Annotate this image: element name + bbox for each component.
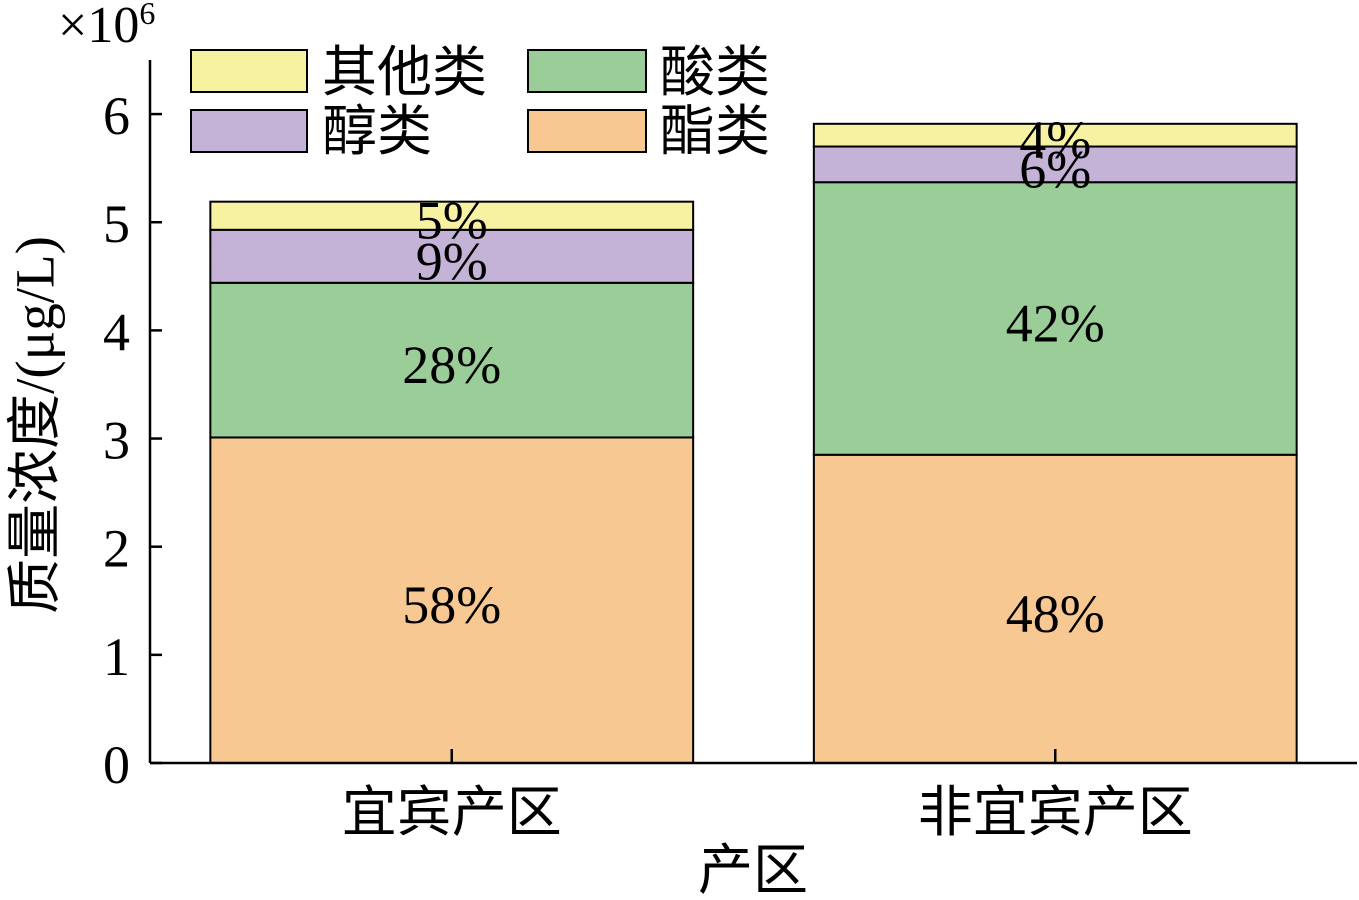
bars	[209, 122, 1298, 764]
y-tick-label: 6	[103, 86, 130, 146]
legend-swatch-acids	[527, 49, 647, 93]
bar-value-label-series-0-category-0: 58%	[402, 575, 501, 635]
legend-item-others: 其他类	[190, 40, 487, 104]
bar-segment-series-2-category-1	[812, 145, 1298, 184]
y-axis-ticks: 0 1 2 3 4 5 6	[103, 86, 162, 795]
legend-label-others: 其他类	[322, 40, 487, 104]
y-tick-label: 0	[103, 735, 130, 795]
y-axis-multiplier: ×106	[58, 0, 155, 54]
bar-value-label-series-1-category-0: 28%	[402, 335, 501, 395]
bar-value-label-series-3-category-1: 4%	[1019, 110, 1091, 170]
bar-segment-series-1-category-1	[812, 181, 1298, 456]
bar-value-labels: 58% 28% 9%5% 48% 42% 6%4%	[402, 110, 1104, 644]
x-axis-ticks: 宜宾产区 非宜宾产区	[342, 749, 1193, 844]
bar-value-label-series-2-category-1: 6%	[1019, 139, 1091, 199]
y-tick-label: 4	[103, 302, 130, 362]
y-axis-label: 质量浓度/(μg/L)	[5, 236, 66, 614]
x-axis-label: 产区	[698, 838, 808, 900]
legend-label-alcohols: 醇类	[322, 99, 432, 163]
legend-item-acids: 酸类	[527, 40, 770, 104]
bar-value-label-series-0-category-1: 48%	[1006, 584, 1105, 644]
legend-swatch-alcohols	[190, 109, 308, 153]
legend-item-alcohols: 醇类	[190, 99, 432, 163]
y-tick-label: 1	[103, 627, 130, 687]
bar-value-label-series-3-category-0: 5%	[416, 191, 488, 251]
bar-value-label-series-2-category-0: 9%	[416, 231, 488, 291]
bar-segment-series-3-category-1	[812, 122, 1298, 148]
legend-swatch-esters	[527, 109, 647, 153]
legend: 其他类 酸类 醇类 酯类	[190, 40, 770, 163]
y-multiplier-base: ×10	[58, 0, 139, 54]
legend-label-acids: 酸类	[660, 40, 770, 104]
bar-segment-series-3-category-0	[209, 200, 695, 231]
x-tick-label: 非宜宾产区	[918, 780, 1193, 844]
x-tick-label: 宜宾产区	[342, 780, 562, 844]
legend-label-esters: 酯类	[660, 99, 770, 163]
y-tick-label: 5	[103, 194, 130, 254]
y-tick-label: 2	[103, 519, 130, 579]
bar-segment-series-2-category-0	[209, 228, 695, 284]
bar-segment-series-0-category-0	[209, 436, 695, 764]
y-tick-label: 3	[103, 411, 130, 471]
legend-item-esters: 酯类	[527, 99, 770, 163]
y-multiplier-exponent: 6	[139, 0, 155, 31]
bar-value-label-series-1-category-1: 42%	[1006, 293, 1105, 353]
legend-swatch-others	[190, 49, 308, 93]
